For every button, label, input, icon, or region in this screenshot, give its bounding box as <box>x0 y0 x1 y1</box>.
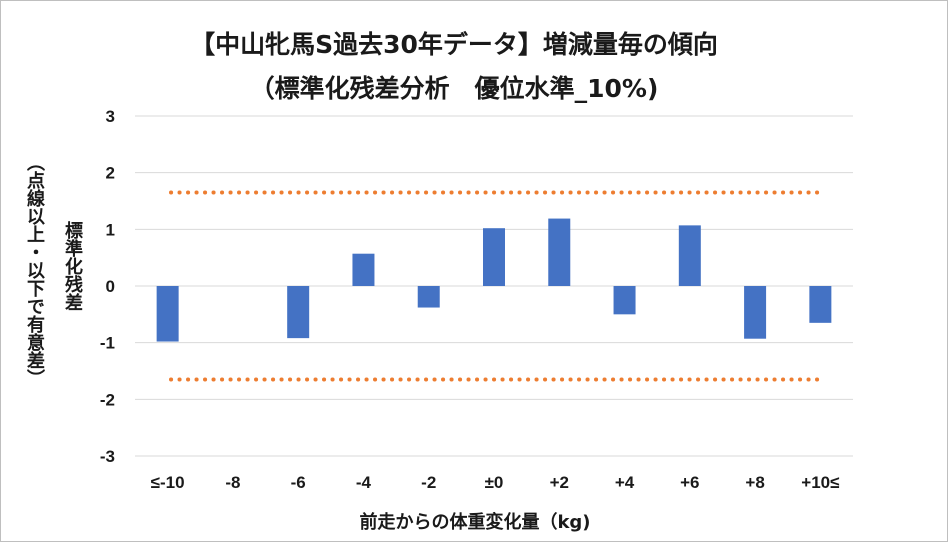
y-tick-label: 1 <box>106 220 115 239</box>
bars <box>156 218 832 342</box>
bar <box>417 286 440 308</box>
y-tick-label: -3 <box>100 447 115 466</box>
x-tick-label: +10≤ <box>801 473 839 492</box>
x-tick-label: ≤-10 <box>151 473 185 492</box>
x-tick-label: +8 <box>745 473 764 492</box>
x-tick-label: -6 <box>291 473 306 492</box>
x-tick-label: -8 <box>225 473 240 492</box>
bar <box>809 286 832 323</box>
x-axis-label: 前走からの体重変化量（kg) <box>359 512 591 533</box>
y-tick-label: 2 <box>106 164 115 183</box>
bar <box>352 253 375 286</box>
threshold-lines <box>169 190 821 382</box>
bar <box>548 218 571 286</box>
x-tick-label: +4 <box>615 473 635 492</box>
y-tick-label: -2 <box>100 390 115 409</box>
y-tick-label: -1 <box>100 334 115 353</box>
bar <box>678 225 701 286</box>
x-tick-label: +6 <box>680 473 699 492</box>
x-tick-label: -4 <box>356 473 372 492</box>
y-tick-label: 0 <box>106 277 115 296</box>
y-tick-labels: 3 2 1 0 -1 -2 -3 <box>100 107 115 466</box>
x-tick-label: ±0 <box>485 473 504 492</box>
chart-title-line1: 【中山牝馬S過去30年データ】増減量毎の傾向 <box>190 30 718 59</box>
bar <box>613 286 636 315</box>
y-tick-label: 3 <box>106 107 115 126</box>
x-tick-labels: ≤-10 -8 -6 -4 -2 ±0 +2 +4 +6 +8 +10≤ <box>151 473 840 492</box>
bar <box>287 286 310 339</box>
bar <box>744 286 767 339</box>
bar <box>483 228 505 286</box>
x-tick-label: +2 <box>550 473 569 492</box>
bar <box>156 286 179 342</box>
x-tick-label: -2 <box>421 473 436 492</box>
chart-title-line2: （標準化残差分析 優位水準_10%) <box>249 74 659 103</box>
y-axis-note: （点線以上・以下で有意差） <box>24 153 45 387</box>
y-axis-label: 標準化残差 <box>62 221 83 311</box>
